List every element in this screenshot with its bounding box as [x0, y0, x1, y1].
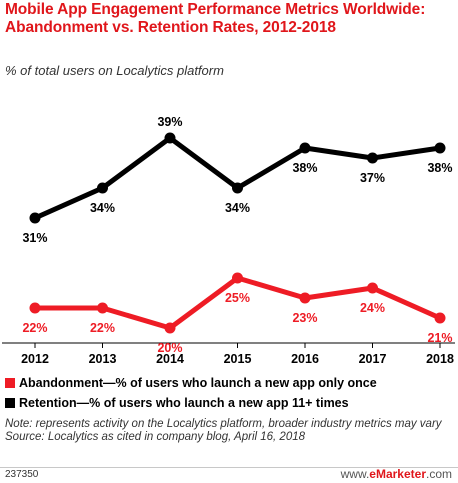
data-label-abandonment: 22% — [90, 321, 115, 335]
x-tick-label: 2016 — [291, 352, 319, 366]
chart-subtitle: % of total users on Localytics platform — [5, 63, 224, 78]
data-label-abandonment: 21% — [427, 331, 452, 345]
legend-label-retention: Retention—% of users who launch a new ap… — [19, 396, 349, 410]
legend-item-retention: Retention—% of users who launch a new ap… — [5, 393, 455, 413]
x-tick-label: 2017 — [359, 352, 387, 366]
x-tick-label: 2018 — [426, 352, 454, 366]
x-tick-label: 2015 — [224, 352, 252, 366]
data-label-retention: 31% — [22, 231, 47, 245]
chart-legend: Abandonment—% of users who launch a new … — [5, 373, 455, 413]
legend-item-abandonment: Abandonment—% of users who launch a new … — [5, 373, 455, 393]
footer-divider — [0, 467, 458, 468]
legend-swatch-retention — [5, 398, 15, 408]
data-label-retention: 38% — [292, 161, 317, 175]
data-point-abandonment — [29, 302, 41, 314]
data-point-retention — [97, 182, 108, 194]
data-point-retention — [299, 142, 311, 154]
data-label-retention: 34% — [225, 201, 250, 215]
x-tick-label: 2013 — [89, 352, 117, 366]
data-label-abandonment: 22% — [22, 321, 47, 335]
chart-notes: Note: represents activity on the Localyt… — [5, 418, 455, 444]
data-point-abandonment — [299, 292, 311, 304]
legend-label-abandonment: Abandonment—% of users who launch a new … — [19, 376, 377, 390]
data-point-retention — [164, 132, 176, 144]
brand-name: eMarketer — [369, 467, 426, 481]
data-label-abandonment: 20% — [157, 341, 182, 355]
emarketer-logo: www.eMarketer.com — [341, 467, 452, 481]
source-text: Source: Localytics as cited in company b… — [5, 431, 306, 443]
data-point-retention — [367, 152, 378, 164]
data-point-abandonment — [164, 322, 176, 334]
data-point-retention — [232, 182, 243, 194]
x-tick-label: 2012 — [21, 352, 49, 366]
line-chart: 2012 2013 2014 2015 2016 2017 2018 31% 34% 39% 34%… — [2, 115, 455, 366]
data-label-abandonment: 24% — [360, 301, 385, 315]
x-tick-label: 2014 — [156, 352, 184, 366]
note-text: Note: represents activity on the Localyt… — [5, 418, 442, 430]
data-label-abandonment: 25% — [225, 291, 250, 305]
data-point-retention — [29, 212, 41, 224]
data-point-abandonment — [434, 312, 446, 324]
data-point-retention — [434, 142, 446, 154]
chart-title: Mobile App Engagement Performance Metric… — [5, 1, 426, 36]
data-label-abandonment: 23% — [292, 311, 317, 325]
brand-suffix: .com — [425, 467, 452, 481]
brand-prefix: www. — [340, 467, 370, 481]
data-label-retention: 34% — [90, 201, 115, 215]
data-point-abandonment — [232, 272, 243, 284]
chart-id: 237350 — [5, 469, 39, 480]
data-label-retention: 38% — [427, 161, 452, 175]
data-label-retention: 37% — [360, 171, 385, 185]
legend-swatch-abandonment — [5, 378, 15, 388]
data-point-abandonment — [97, 302, 108, 314]
data-point-abandonment — [367, 282, 378, 294]
data-label-retention: 39% — [157, 115, 182, 129]
